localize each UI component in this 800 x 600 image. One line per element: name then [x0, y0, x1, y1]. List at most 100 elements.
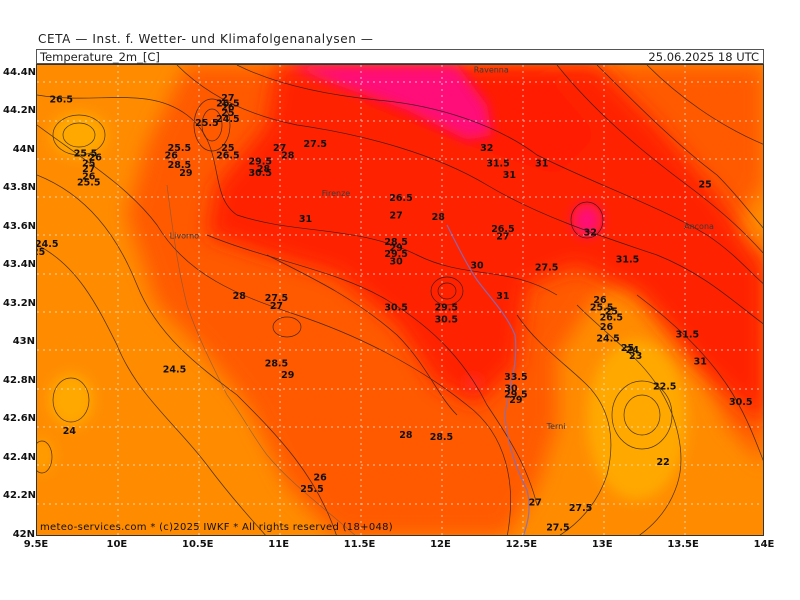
contour-value-label: 29.5 [504, 389, 527, 400]
lon-tick-label: 12.5E [505, 539, 538, 550]
contour-value-label: 26 [593, 295, 607, 306]
contour-value-label: 30 [390, 257, 404, 268]
city-label: Ravenna [474, 66, 509, 75]
isotherm-contours [37, 65, 763, 535]
contour-value-label: 29.5 [384, 249, 407, 260]
contour-value-label: 24 [626, 345, 640, 356]
contour-value-label: 26.5 [600, 312, 623, 323]
contour-value-label: 25 [621, 343, 634, 354]
contour-value-label: 27.5 [304, 139, 327, 150]
contour-value-label: 26 [82, 172, 96, 183]
contour-value-label: 30.5 [249, 168, 272, 179]
contour-value-label: 31.5 [486, 158, 509, 169]
contour-value-label: 27.5 [546, 522, 569, 533]
contour-value-label: 25.5 [77, 178, 100, 189]
organization-header: CETA — Inst. f. Wetter- und Klimafolgena… [38, 32, 374, 46]
lat-tick-label: 44.2N [3, 105, 37, 117]
contour-value-label: 31 [299, 214, 312, 225]
coastline [166, 184, 356, 535]
lat-tick-label: 42.4N [3, 451, 37, 463]
contour-value-label: 28 [257, 164, 271, 175]
contour-value-label: 25 [82, 158, 95, 169]
band-30-33-main [207, 65, 763, 424]
lat-tick-label: 42.6N [3, 413, 37, 425]
city-label: Terni [546, 422, 566, 431]
lat-tick-label: 42.8N [3, 374, 37, 386]
contour-value-label: 28.5 [430, 432, 453, 443]
lon-tick-label: 9.5E [23, 539, 49, 550]
lat-tick-label: 43N [12, 336, 35, 348]
contour-value-label: 28.5 [265, 359, 288, 370]
contour-value-label: 22 [656, 457, 669, 468]
contour-value-label: 32 [584, 228, 597, 239]
contour-value-label: 26.5 [216, 99, 239, 110]
contour-value-label: 26 [165, 151, 179, 162]
cool-patch-coast [49, 374, 93, 426]
contour-value-label: 26.5 [389, 193, 412, 204]
contour-value-label: 25 [605, 307, 618, 318]
contour-value-label: 25 [699, 179, 712, 190]
lat-tick-label: 43.4N [3, 259, 37, 271]
contour-value-label: 27 [221, 93, 234, 104]
contour-value-label: 27 [82, 164, 95, 175]
lon-tick-label: 13E [591, 539, 613, 550]
river-line [446, 224, 530, 535]
contour-value-label: 31.5 [676, 330, 699, 341]
contour-value-label: 28 [233, 291, 247, 302]
cool-patch-southwest [37, 437, 54, 473]
valid-time-label: 25.06.2025 18 UTC [648, 50, 759, 64]
lon-tick-label: 11E [268, 539, 290, 550]
lon-tick-label: 14E [753, 539, 775, 550]
contour-value-label: 27 [273, 143, 286, 154]
copyright-footer: meteo-services.com * (c)2025 IWKF * All … [40, 522, 394, 533]
lon-tick-label: 10E [106, 539, 128, 550]
contour-value-label: 27 [390, 210, 403, 221]
contour-value-label: 25 [221, 108, 234, 119]
city-labels: Ravenna Firenze Livorno Ancona Terni [170, 66, 714, 431]
contour-value-label: 28.5 [168, 160, 191, 171]
contour-value-label: 29 [179, 168, 192, 179]
lat-tick-label: 42.2N [3, 490, 37, 502]
contour-value-label: 23 [629, 351, 642, 362]
contour-value-label: 28 [281, 151, 295, 162]
lat-tick-label: 44N [12, 143, 35, 155]
contour-value-label: 30.5 [435, 314, 458, 325]
contour-value-label: 29 [509, 395, 522, 406]
variable-label: Temperature_2m_[C] [40, 50, 160, 64]
contour-value-label: 27.5 [569, 503, 592, 514]
graticule [37, 65, 763, 535]
city-label: Livorno [170, 231, 200, 240]
contour-value-label: 27 [270, 301, 283, 312]
contour-value-label: 26.5 [491, 224, 514, 235]
contour-value-label: 25.5 [300, 484, 323, 495]
temperature-map: Ravenna Firenze Livorno Ancona Terni 26.5 25.… [36, 64, 764, 536]
contour-value-label: 24.5 [163, 364, 186, 375]
city-label: Firenze [322, 189, 351, 198]
contour-value-label: 26.5 [216, 151, 239, 162]
lat-tick-label: 43.8N [3, 182, 37, 194]
contour-value-label: 25 [221, 143, 234, 154]
cool-patch-west [51, 113, 107, 157]
contour-value-label: 27 [496, 231, 509, 242]
contour-value-label: 31 [503, 170, 516, 181]
lat-tick-label: 42N [12, 529, 35, 540]
contour-value-label: 26 [313, 472, 327, 483]
contour-value-label: 26 [89, 152, 103, 163]
contour-value-label: 31 [694, 357, 707, 368]
contour-value-label: 31.5 [616, 255, 639, 266]
contour-value-label: 29 [281, 370, 294, 381]
lat-tick-label: 43.2N [3, 297, 37, 309]
contour-value-label: 30 [504, 384, 518, 395]
contour-value-label: 24.5 [37, 239, 58, 250]
title-bar: Temperature_2m_[C] 25.06.2025 18 UTC [36, 49, 764, 64]
contour-value-label: 33.5 [504, 372, 527, 383]
cool-patch-southeast [587, 340, 687, 500]
contour-value-label: 25 [37, 247, 45, 258]
contour-labels: 26.525.52625272625.524.52524.5242726.526… [37, 93, 752, 534]
lon-tick-label: 11.5E [343, 539, 376, 550]
contour-value-label: 24.5 [216, 114, 239, 125]
contour-value-label: 24 [63, 426, 77, 437]
contour-value-label: 29.5 [435, 303, 458, 314]
lat-tick-label: 44.4N [3, 66, 37, 78]
